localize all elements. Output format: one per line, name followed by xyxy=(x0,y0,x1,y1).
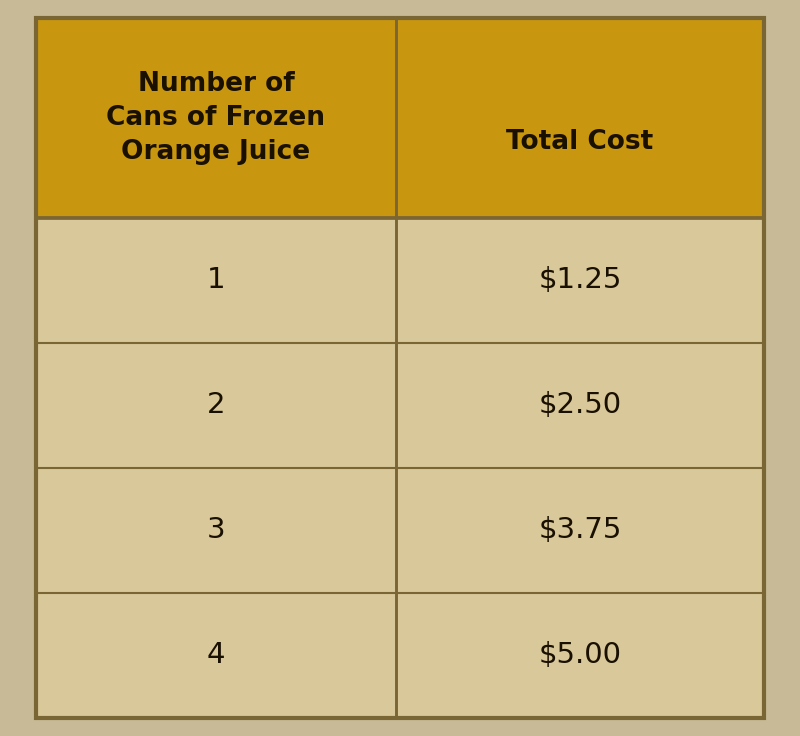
Text: 2: 2 xyxy=(206,391,226,419)
Text: 3: 3 xyxy=(206,516,226,544)
Bar xyxy=(396,592,764,718)
Bar xyxy=(36,467,396,592)
Bar xyxy=(36,218,396,343)
Text: Total Cost: Total Cost xyxy=(506,129,654,155)
Bar xyxy=(36,343,396,467)
Text: $1.25: $1.25 xyxy=(538,266,622,294)
Text: 4: 4 xyxy=(206,641,226,669)
Bar xyxy=(396,18,764,218)
Bar xyxy=(396,343,764,467)
Bar xyxy=(36,18,396,218)
Bar xyxy=(396,467,764,592)
Text: Number of
Cans of Frozen
Orange Juice: Number of Cans of Frozen Orange Juice xyxy=(106,71,326,165)
Bar xyxy=(396,218,764,343)
Text: $3.75: $3.75 xyxy=(538,516,622,544)
Text: 1: 1 xyxy=(206,266,226,294)
Text: $5.00: $5.00 xyxy=(538,641,622,669)
Bar xyxy=(36,592,396,718)
Text: $2.50: $2.50 xyxy=(538,391,622,419)
